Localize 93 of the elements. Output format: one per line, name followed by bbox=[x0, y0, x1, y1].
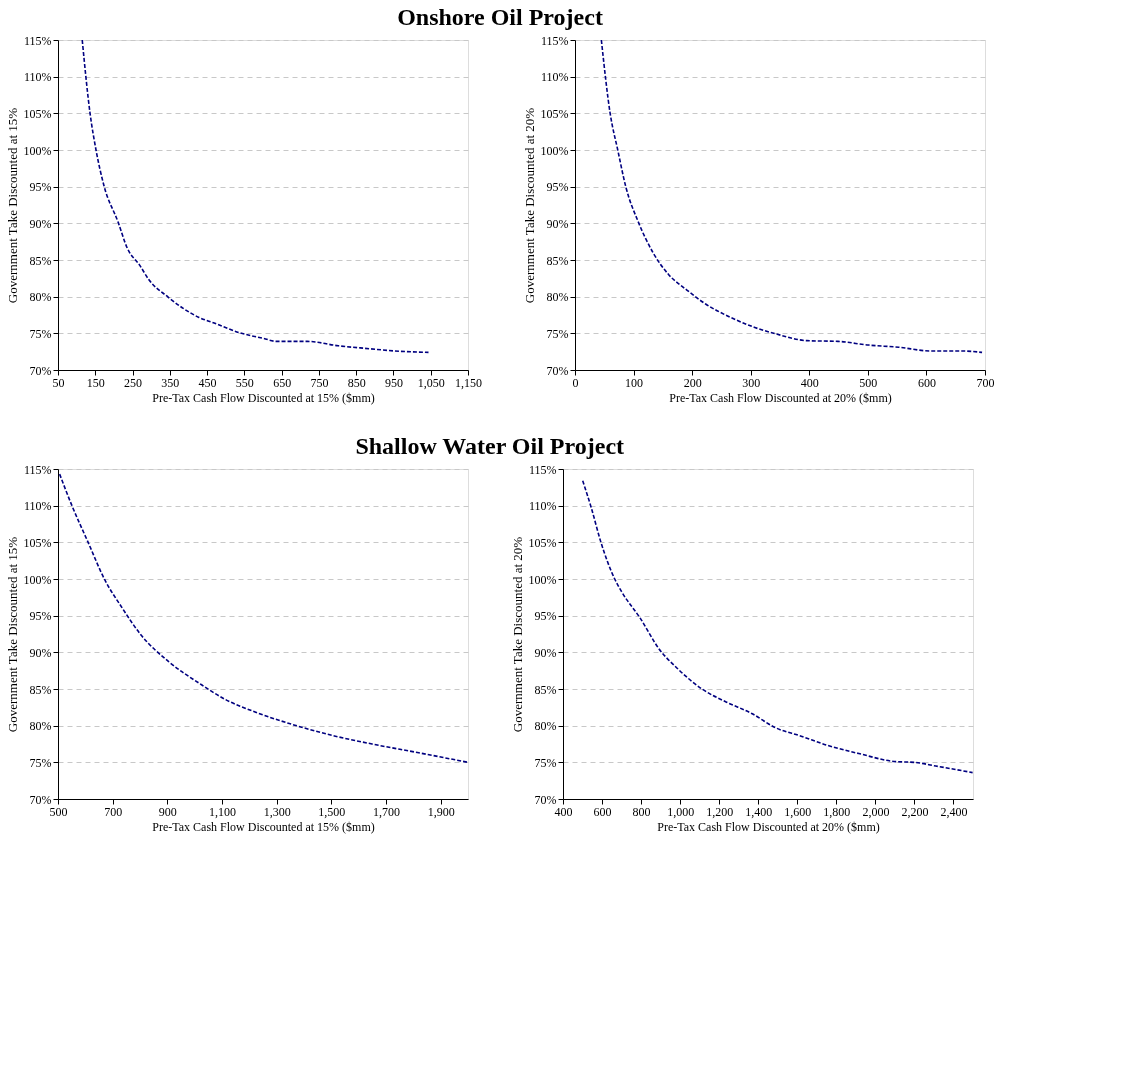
x-tick-label: 400 bbox=[800, 375, 819, 390]
x-tick-label: 1,700 bbox=[373, 804, 400, 819]
y-tick-label: 105% bbox=[528, 535, 557, 550]
x-tick-label: 50 bbox=[52, 375, 65, 390]
y-tick-label: 70% bbox=[534, 792, 557, 807]
y-tick-label: 115% bbox=[540, 33, 569, 48]
y-tick-label: 115% bbox=[23, 33, 52, 48]
y-tick-label: 70% bbox=[29, 792, 52, 807]
y-tick-label: 105% bbox=[23, 106, 52, 121]
y-axis-title: Government Take Discounted at 20% bbox=[521, 107, 537, 304]
x-tick-label: 750 bbox=[310, 375, 329, 390]
y-axis-title: Government Take Discounted at 20% bbox=[509, 536, 525, 733]
y-tick-label: 110% bbox=[540, 70, 569, 85]
y-tick-label: 110% bbox=[23, 499, 52, 514]
y-tick-label: 85% bbox=[29, 253, 52, 268]
x-tick-label: 500 bbox=[859, 375, 878, 390]
y-tick-label: 70% bbox=[29, 363, 52, 378]
y-tick-label: 100% bbox=[23, 572, 52, 587]
y-axis-title: Government Take Discounted at 15% bbox=[4, 107, 20, 304]
y-tick-label: 80% bbox=[534, 719, 557, 734]
y-tick-label: 95% bbox=[29, 609, 52, 624]
x-tick-label: 450 bbox=[198, 375, 217, 390]
x-axis-title: Pre-Tax Cash Flow Discounted at 15% ($mm) bbox=[152, 819, 375, 834]
y-tick-label: 80% bbox=[29, 719, 52, 734]
y-tick-label: 75% bbox=[29, 755, 52, 770]
x-tick-label: 100 bbox=[625, 375, 644, 390]
x-tick-label: 1,800 bbox=[823, 804, 851, 819]
x-tick-label: 900 bbox=[158, 804, 177, 819]
x-tick-label: 500 bbox=[49, 804, 68, 819]
y-tick-label: 90% bbox=[29, 216, 52, 231]
y-tick-label: 110% bbox=[23, 70, 52, 85]
x-tick-label: 2,200 bbox=[901, 804, 929, 819]
y-tick-label: 90% bbox=[29, 645, 52, 660]
y-tick-label: 85% bbox=[29, 682, 52, 697]
x-tick-label: 200 bbox=[683, 375, 702, 390]
x-tick-label: 300 bbox=[742, 375, 761, 390]
y-tick-label: 90% bbox=[534, 645, 557, 660]
y-tick-label: 115% bbox=[23, 462, 52, 477]
y-tick-label: 85% bbox=[546, 253, 569, 268]
x-tick-label: 600 bbox=[593, 804, 612, 819]
x-axis-title: Pre-Tax Cash Flow Discounted at 15% ($mm) bbox=[152, 390, 375, 405]
x-tick-label: 800 bbox=[632, 804, 651, 819]
x-tick-label: 1,200 bbox=[706, 804, 734, 819]
y-tick-label: 75% bbox=[546, 326, 569, 341]
y-tick-label: 105% bbox=[540, 106, 569, 121]
x-tick-label: 700 bbox=[104, 804, 123, 819]
x-tick-label: 2,400 bbox=[940, 804, 968, 819]
y-tick-label: 85% bbox=[534, 682, 557, 697]
y-tick-label: 95% bbox=[546, 180, 569, 195]
y-tick-label: 75% bbox=[534, 755, 557, 770]
line-series bbox=[581, 479, 974, 774]
chart-title: Shallow Water Oil Project bbox=[355, 432, 625, 459]
x-tick-label: 1,400 bbox=[745, 804, 773, 819]
x-axis-title: Pre-Tax Cash Flow Discounted at 20% ($mm) bbox=[657, 819, 880, 834]
y-tick-label: 90% bbox=[546, 216, 569, 231]
y-tick-label: 100% bbox=[528, 572, 557, 587]
y-tick-label: 110% bbox=[528, 499, 557, 514]
y-tick-label: 70% bbox=[546, 363, 569, 378]
x-tick-label: 1,150 bbox=[455, 375, 482, 390]
line-series bbox=[81, 39, 430, 354]
line-series bbox=[58, 473, 469, 764]
x-tick-label: 0 bbox=[572, 375, 579, 390]
y-tick-label: 95% bbox=[29, 180, 52, 195]
y-tick-label: 100% bbox=[23, 143, 52, 158]
x-tick-label: 550 bbox=[235, 375, 254, 390]
x-tick-label: 2,000 bbox=[862, 804, 890, 819]
x-tick-label: 700 bbox=[976, 375, 995, 390]
y-tick-label: 115% bbox=[528, 462, 557, 477]
x-tick-label: 650 bbox=[273, 375, 292, 390]
y-tick-label: 80% bbox=[29, 290, 52, 305]
x-tick-label: 1,900 bbox=[427, 804, 455, 819]
x-tick-label: 850 bbox=[347, 375, 366, 390]
x-tick-label: 250 bbox=[124, 375, 143, 390]
x-tick-label: 1,300 bbox=[263, 804, 291, 819]
line-series bbox=[600, 39, 983, 354]
y-tick-label: 100% bbox=[540, 143, 569, 158]
x-tick-label: 600 bbox=[917, 375, 936, 390]
x-tick-label: 1,500 bbox=[318, 804, 346, 819]
x-tick-label: 1,100 bbox=[209, 804, 236, 819]
y-tick-label: 75% bbox=[29, 326, 52, 341]
y-tick-label: 105% bbox=[23, 535, 52, 550]
x-axis-title: Pre-Tax Cash Flow Discounted at 20% ($mm) bbox=[669, 390, 892, 405]
chart-title: Onshore Oil Project bbox=[397, 3, 603, 30]
y-tick-label: 95% bbox=[534, 609, 557, 624]
x-tick-label: 950 bbox=[384, 375, 403, 390]
x-tick-label: 1,050 bbox=[417, 375, 445, 390]
x-tick-label: 400 bbox=[554, 804, 573, 819]
x-tick-label: 350 bbox=[161, 375, 180, 390]
y-axis-title: Government Take Discounted at 15% bbox=[4, 536, 20, 733]
y-tick-label: 80% bbox=[546, 290, 569, 305]
x-tick-label: 1,600 bbox=[784, 804, 812, 819]
x-tick-label: 1,000 bbox=[667, 804, 695, 819]
x-tick-label: 150 bbox=[86, 375, 105, 390]
